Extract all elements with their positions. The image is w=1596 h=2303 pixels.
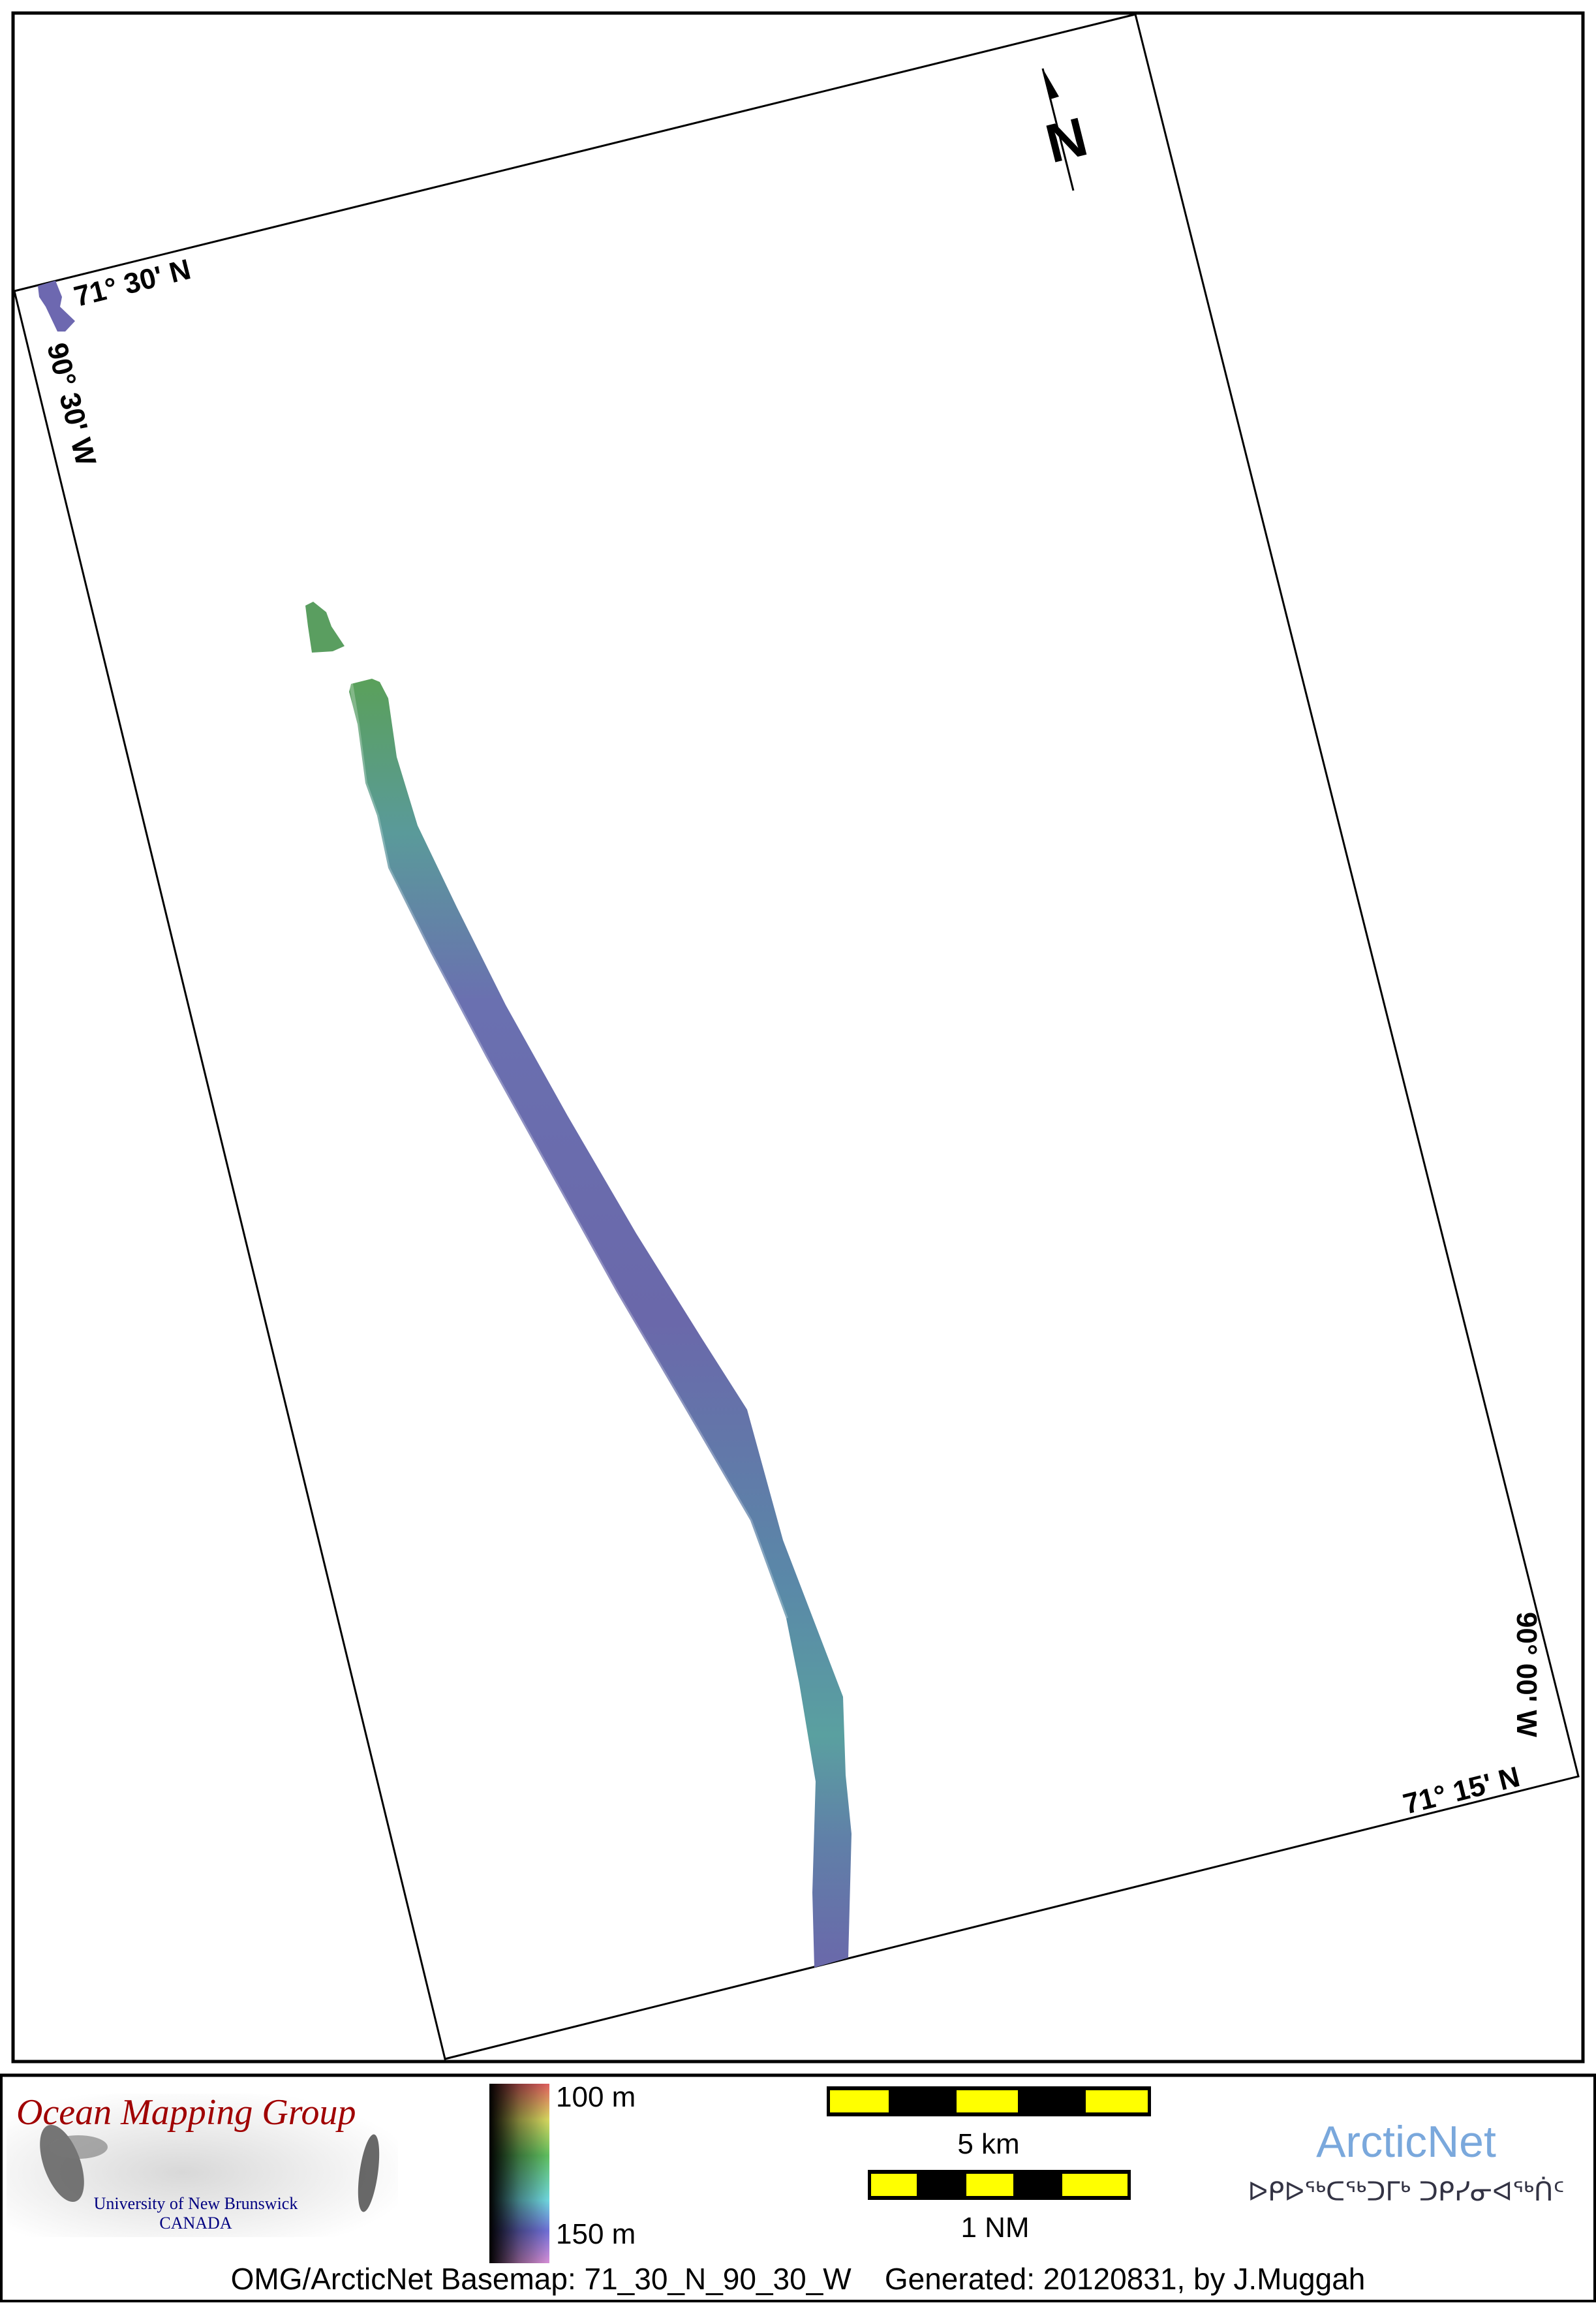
omg-logo: Ocean Mapping Group University of New Br… [7,2092,398,2237]
omg-country: CANADA [159,2214,232,2233]
scale-bar-nm: 1 NM [868,2170,1131,2244]
arcticnet-name: ArcticNet [1316,2117,1496,2167]
footer-caption: OMG/ArcticNet Basemap: 71_30_N_90_30_W G… [231,2262,1366,2296]
north-arrow-icon: N [1040,68,1094,191]
omg-university: University of New Brunswick [94,2194,298,2213]
swath-small-patch [305,602,345,653]
scale-km-label: 5 km [957,2128,1019,2160]
scale-nm-label: 1 NM [960,2212,1029,2244]
legend-border [0,2074,1596,2302]
north-arrow-label: N [1040,106,1094,175]
arcticnet-syllabics: ᐅᑭᐅᖅᑕᖅᑐᒥᒃ ᑐᑭᓯᓂᐊᖅᑏᑦ [1248,2176,1564,2207]
map-frame [13,13,1580,2060]
lat-label-bottom: 71° 15' N [1400,1761,1524,1821]
scale-bar-km: 5 km [827,2086,1151,2160]
omg-title: Ocean Mapping Group [16,2092,356,2133]
swath-highlight [349,683,788,1620]
bathymetry-layer [38,281,852,1968]
arcticnet-logo: ArcticNet ᐅᑭᐅᖅᑕᖅᑐᒥᒃ ᑐᑭᓯᓂᐊᖅᑏᑦ [1248,2117,1564,2207]
swath-main [349,679,852,1968]
depth-colorbar: 100 m 150 m [489,2081,636,2263]
lon-label-right: 90° 00' W [1511,1612,1542,1737]
colorbar-top-label: 100 m [556,2081,636,2113]
lon-label-left: 90° 30' W [40,340,102,470]
swath-corner-patch [38,281,75,332]
colorbar-bottom-label: 150 m [556,2218,636,2250]
map-border [11,11,1585,2063]
